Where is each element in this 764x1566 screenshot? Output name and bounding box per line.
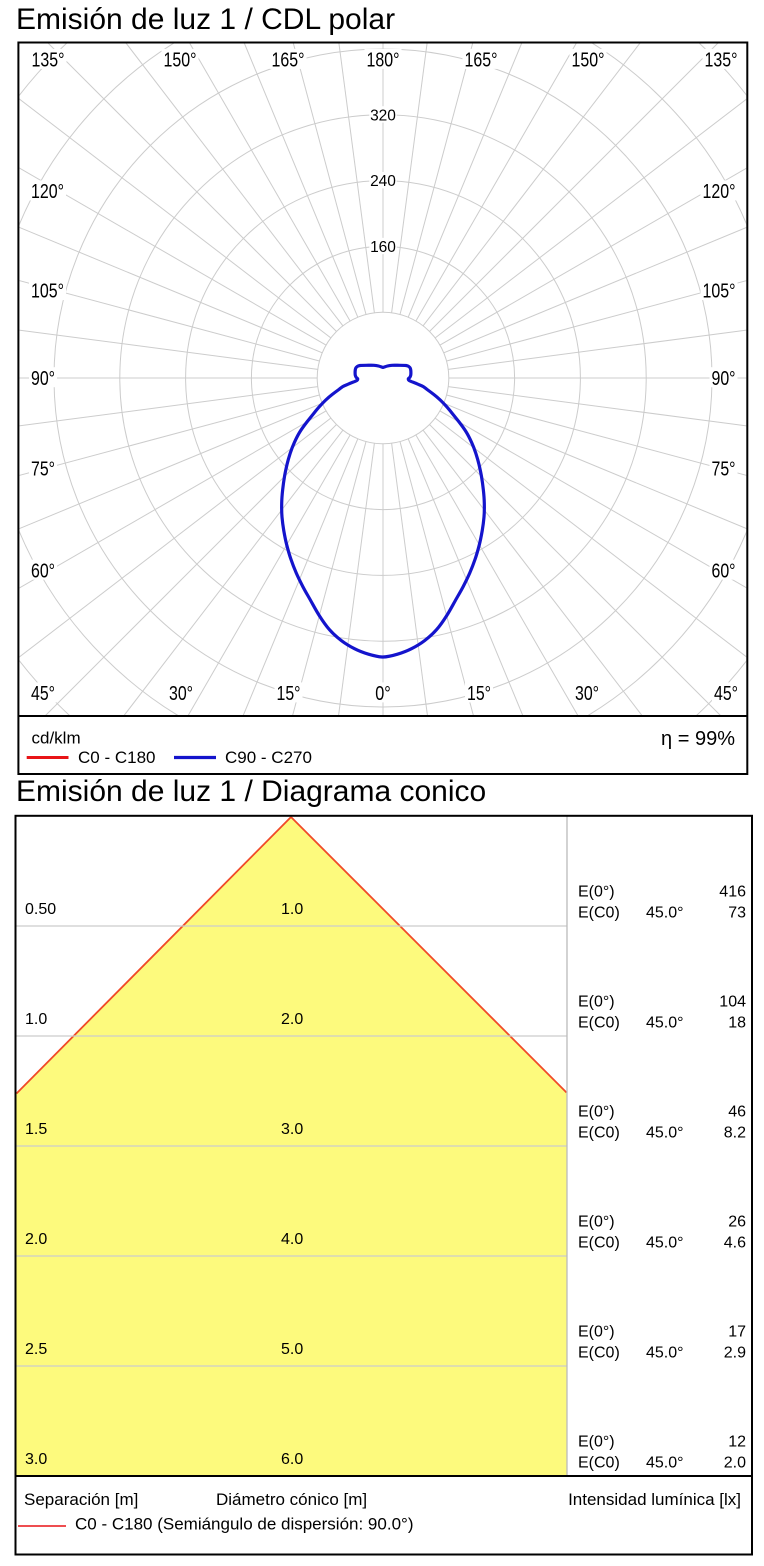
svg-text:5.0: 5.0 — [281, 1341, 303, 1358]
svg-text:E(0°): E(0°) — [578, 1214, 615, 1231]
svg-text:45.0°: 45.0° — [646, 1125, 684, 1142]
svg-text:75°: 75° — [712, 459, 736, 481]
svg-text:320: 320 — [370, 107, 396, 124]
svg-text:150°: 150° — [572, 50, 605, 72]
svg-text:105°: 105° — [703, 281, 736, 303]
svg-text:17: 17 — [728, 1324, 746, 1341]
svg-text:165°: 165° — [465, 50, 498, 72]
svg-text:E(0°): E(0°) — [578, 1324, 615, 1341]
svg-text:2.0: 2.0 — [724, 1455, 746, 1472]
svg-text:45.0°: 45.0° — [646, 905, 684, 922]
svg-text:C0 - C180 (Semiángulo de dispe: C0 - C180 (Semiángulo de dispersión: 90.… — [75, 1515, 413, 1534]
svg-text:cd/klm: cd/klm — [32, 729, 81, 748]
svg-text:240: 240 — [370, 173, 396, 190]
svg-text:45.0°: 45.0° — [646, 1455, 684, 1472]
svg-text:73: 73 — [728, 905, 746, 922]
svg-text:416: 416 — [719, 884, 746, 901]
svg-text:90°: 90° — [712, 368, 736, 390]
svg-text:E(0°): E(0°) — [578, 1104, 615, 1121]
svg-text:E(0°): E(0°) — [578, 1434, 615, 1451]
svg-text:0°: 0° — [375, 683, 391, 705]
svg-text:3.0: 3.0 — [25, 1451, 47, 1468]
svg-text:Diámetro cónico [m]: Diámetro cónico [m] — [216, 1490, 367, 1509]
svg-text:90°: 90° — [31, 368, 55, 390]
svg-text:135°: 135° — [32, 50, 65, 72]
svg-text:E(C0): E(C0) — [578, 1455, 620, 1472]
svg-text:η = 99%: η = 99% — [661, 728, 735, 750]
svg-text:C0 - C180: C0 - C180 — [78, 748, 155, 767]
svg-text:Separación [m]: Separación [m] — [24, 1490, 138, 1509]
svg-text:45°: 45° — [31, 683, 55, 705]
svg-text:105°: 105° — [31, 281, 64, 303]
svg-text:C90 - C270: C90 - C270 — [225, 748, 312, 767]
svg-text:60°: 60° — [31, 560, 55, 582]
svg-text:160: 160 — [370, 239, 396, 256]
svg-text:135°: 135° — [705, 50, 738, 72]
svg-text:2.5: 2.5 — [25, 1341, 47, 1358]
svg-text:6.0: 6.0 — [281, 1451, 303, 1468]
svg-text:45.0°: 45.0° — [646, 1015, 684, 1032]
svg-text:E(C0): E(C0) — [578, 1125, 620, 1142]
svg-text:2.0: 2.0 — [25, 1231, 47, 1248]
svg-text:60°: 60° — [712, 560, 736, 582]
svg-text:1.0: 1.0 — [281, 901, 303, 918]
svg-text:45°: 45° — [714, 683, 738, 705]
svg-text:75°: 75° — [31, 459, 55, 481]
svg-text:120°: 120° — [703, 181, 736, 203]
svg-text:E(C0): E(C0) — [578, 905, 620, 922]
svg-text:E(C0): E(C0) — [578, 1345, 620, 1362]
svg-text:150°: 150° — [164, 50, 197, 72]
svg-text:180°: 180° — [367, 50, 400, 72]
svg-text:165°: 165° — [272, 50, 305, 72]
svg-text:1.0: 1.0 — [25, 1011, 47, 1028]
svg-text:120°: 120° — [31, 181, 64, 203]
svg-text:2.0: 2.0 — [281, 1011, 303, 1028]
svg-text:1.5: 1.5 — [25, 1121, 47, 1138]
svg-text:E(C0): E(C0) — [578, 1015, 620, 1032]
svg-text:4.6: 4.6 — [724, 1235, 746, 1252]
svg-text:0.50: 0.50 — [25, 901, 56, 918]
svg-text:3.0: 3.0 — [281, 1121, 303, 1138]
svg-text:46: 46 — [728, 1104, 746, 1121]
svg-text:2.9: 2.9 — [724, 1345, 746, 1362]
svg-text:30°: 30° — [169, 683, 193, 705]
svg-text:45.0°: 45.0° — [646, 1235, 684, 1252]
svg-text:Intensidad lumínica [lx]: Intensidad lumínica [lx] — [568, 1490, 741, 1509]
svg-text:15°: 15° — [277, 683, 301, 705]
svg-text:E(0°): E(0°) — [578, 884, 615, 901]
svg-text:104: 104 — [719, 994, 746, 1011]
svg-text:E(C0): E(C0) — [578, 1235, 620, 1252]
svg-text:4.0: 4.0 — [281, 1231, 303, 1248]
svg-text:26: 26 — [728, 1214, 746, 1231]
svg-text:12: 12 — [728, 1434, 746, 1451]
svg-text:8.2: 8.2 — [724, 1125, 746, 1142]
svg-text:18: 18 — [728, 1015, 746, 1032]
svg-text:45.0°: 45.0° — [646, 1345, 684, 1362]
svg-text:E(0°): E(0°) — [578, 994, 615, 1011]
svg-text:15°: 15° — [467, 683, 491, 705]
svg-text:30°: 30° — [575, 683, 599, 705]
